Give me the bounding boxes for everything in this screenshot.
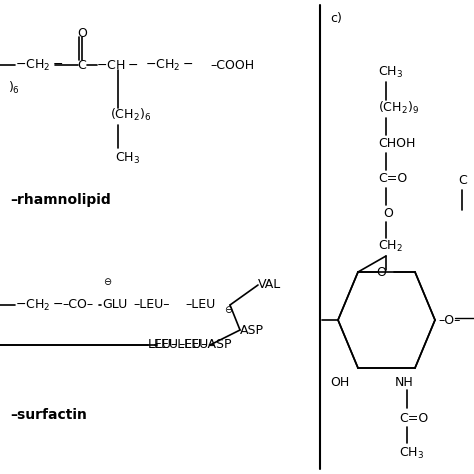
- Text: OH: OH: [330, 375, 349, 389]
- Text: ⊖: ⊖: [103, 277, 111, 287]
- Text: –O–: –O–: [438, 313, 460, 327]
- Text: C: C: [78, 58, 86, 72]
- Text: C: C: [458, 173, 467, 186]
- Text: LEU–LEU–ASP: LEU–LEU–ASP: [148, 338, 233, 352]
- Text: –LEU–: –LEU–: [178, 338, 215, 352]
- Text: $-\mathregular{CH_2}-$: $-\mathregular{CH_2}-$: [145, 57, 193, 73]
- Text: O: O: [376, 265, 386, 279]
- Text: –CO–: –CO–: [62, 299, 93, 311]
- Text: $(\mathregular{CH_2})_6$: $(\mathregular{CH_2})_6$: [110, 107, 151, 123]
- Text: ⊖: ⊖: [224, 305, 232, 315]
- Text: $\mathregular{CH_3}$: $\mathregular{CH_3}$: [378, 64, 403, 80]
- Text: $-\mathregular{CH_2}-$: $-\mathregular{CH_2}-$: [15, 298, 63, 312]
- Text: $(\mathregular{CH_2})_9$: $(\mathregular{CH_2})_9$: [378, 100, 419, 116]
- Text: $\mathregular{CH_2}$: $\mathregular{CH_2}$: [378, 238, 403, 254]
- Text: ASP: ASP: [240, 323, 264, 337]
- Text: –rhamnolipid: –rhamnolipid: [10, 193, 111, 207]
- Text: LEU: LEU: [155, 338, 179, 352]
- Text: NH: NH: [395, 375, 414, 389]
- Text: $-\mathregular{CH}-$: $-\mathregular{CH}-$: [96, 58, 138, 72]
- Text: C=O: C=O: [399, 411, 428, 425]
- Text: GLU: GLU: [102, 299, 127, 311]
- Text: CHOH: CHOH: [378, 137, 415, 149]
- Text: O: O: [383, 207, 393, 219]
- Text: VAL: VAL: [258, 279, 281, 292]
- Text: –LEU–: –LEU–: [133, 299, 170, 311]
- Text: $-\mathregular{CH_2}-$: $-\mathregular{CH_2}-$: [15, 57, 63, 73]
- Text: $\mathregular{CH_3}$: $\mathregular{CH_3}$: [115, 150, 140, 165]
- Text: $\mathregular{CH_3}$: $\mathregular{CH_3}$: [399, 446, 424, 461]
- Text: –LEU: –LEU: [185, 299, 215, 311]
- Text: c): c): [330, 11, 342, 25]
- Text: –surfactin: –surfactin: [10, 408, 87, 422]
- Text: O: O: [77, 27, 87, 39]
- Text: C=O: C=O: [378, 172, 407, 184]
- Text: –COOH: –COOH: [210, 58, 254, 72]
- Text: $)_6$: $)_6$: [8, 80, 20, 96]
